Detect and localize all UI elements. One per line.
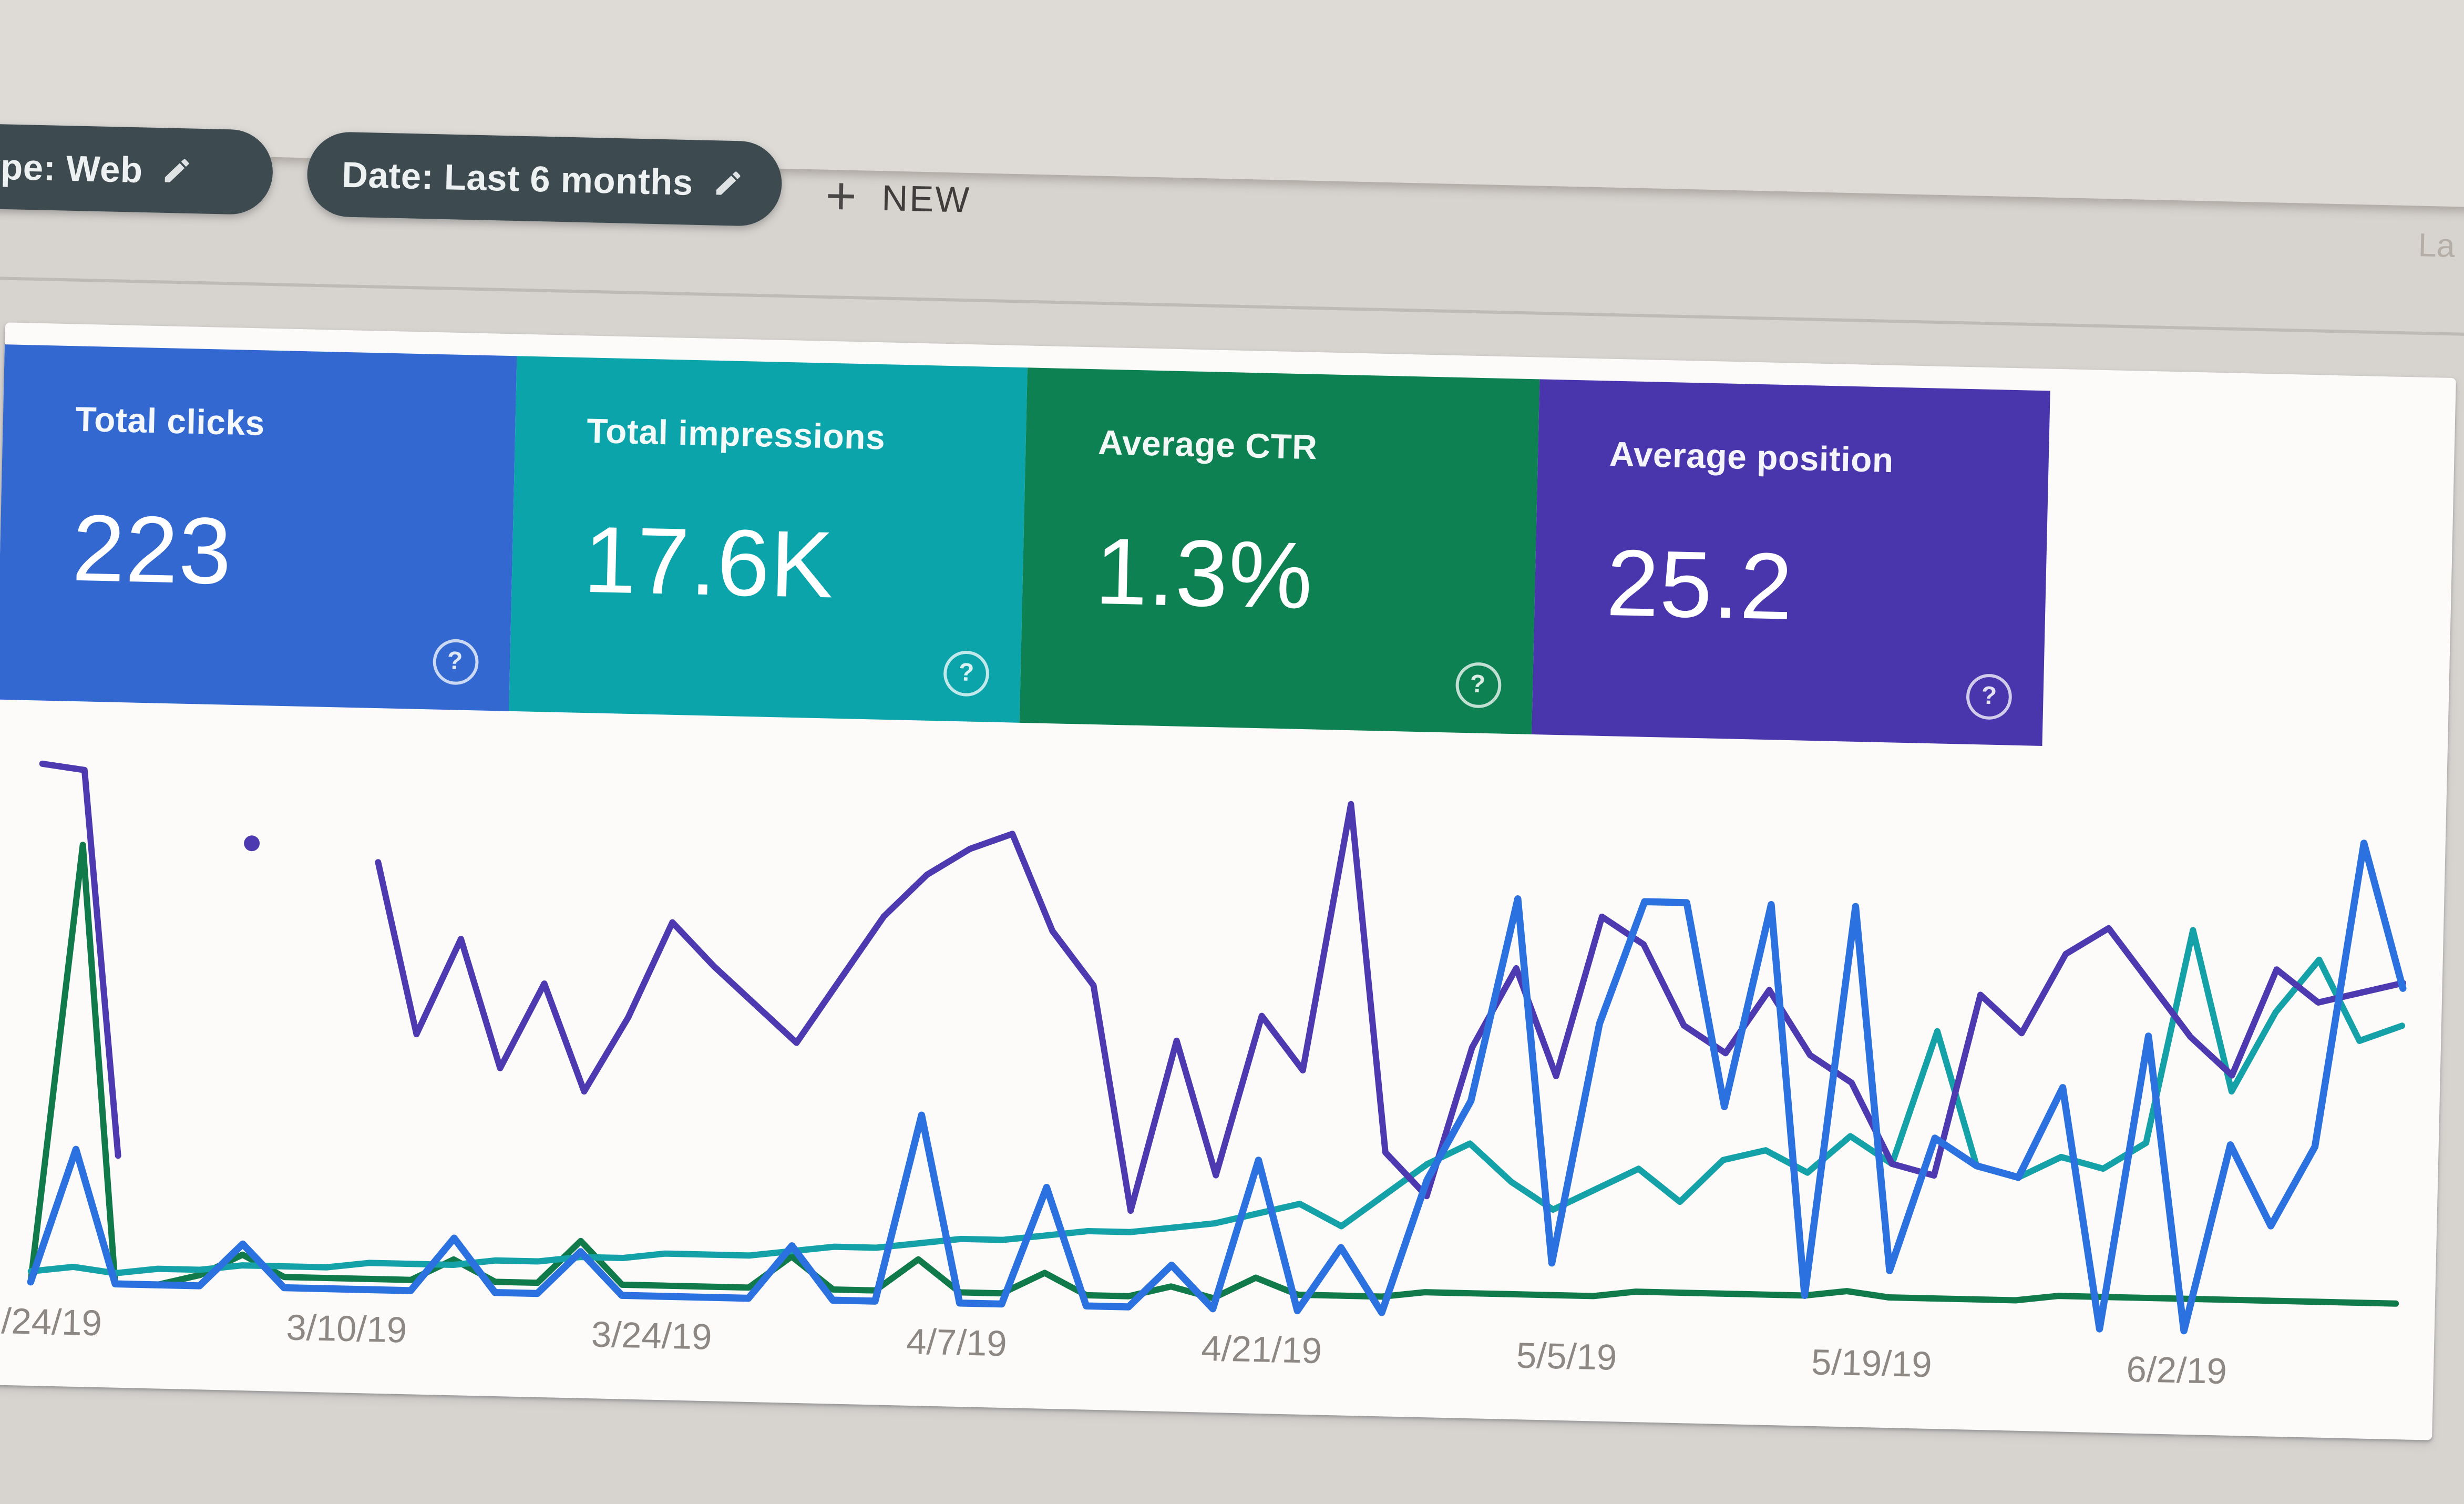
metric-card-label: Total clicks: [75, 399, 265, 443]
metric-card-value: 25.2: [1605, 530, 1794, 640]
performance-line-chart[interactable]: [30, 748, 2407, 1335]
series-line-Position (purple): [371, 782, 2407, 1240]
series-line-Impressions (teal): [31, 881, 2404, 1325]
metric-card-value: 17.6K: [582, 507, 836, 618]
plus-icon: +: [825, 166, 858, 227]
edit-pencil-icon[interactable]: [161, 155, 193, 187]
filter-chip-search-type-label: type: Web: [0, 145, 143, 190]
filter-chip-date-range[interactable]: Date: Last 6 months: [306, 131, 783, 227]
help-icon[interactable]: ?: [1966, 673, 2013, 720]
x-axis-label: 6/2/19: [2126, 1348, 2227, 1392]
series-line-Clicks (blue): [30, 791, 2406, 1336]
help-icon[interactable]: ?: [1454, 662, 1501, 709]
x-axis-label: 5/19/19: [1811, 1341, 1933, 1385]
x-axis-label: 3/10/19: [285, 1306, 407, 1350]
x-axis-label: 4/7/19: [906, 1321, 1008, 1364]
metric-card-value: 223: [71, 495, 233, 605]
metric-card-average-ctr[interactable]: Average CTR 1.3% ?: [1019, 367, 1539, 734]
metric-card-label: Average CTR: [1097, 423, 1318, 467]
x-axis-label: 2/24/19: [0, 1300, 102, 1344]
x-axis-label: 5/5/19: [1516, 1334, 1618, 1378]
help-icon[interactable]: ?: [432, 638, 478, 686]
new-filter-button-label: NEW: [881, 176, 972, 220]
metric-card-average-position[interactable]: Average position 25.2 ?: [1531, 379, 2050, 746]
x-axis-label: 3/24/19: [591, 1313, 713, 1357]
series-point-Position (purple): [244, 835, 260, 852]
chart-canvas: [30, 748, 2407, 1335]
partial-last-updated-text: La: [2418, 228, 2456, 265]
help-icon[interactable]: ?: [943, 650, 990, 697]
edit-pencil-icon[interactable]: [712, 167, 744, 199]
series-line-Position (purple): [34, 764, 127, 1156]
performance-report-panel: Total clicks 223 ? Total impressions 17.…: [0, 322, 2456, 1440]
metric-card-value: 1.3%: [1094, 518, 1315, 629]
filter-chip-date-range-label: Date: Last 6 months: [341, 153, 694, 202]
x-axis-label: 4/21/19: [1200, 1327, 1322, 1372]
metric-cards-row: Total clicks 223 ? Total impressions 17.…: [0, 344, 2050, 746]
metric-card-total-impressions[interactable]: Total impressions 17.6K ?: [508, 356, 1028, 723]
new-filter-button[interactable]: + NEW: [825, 160, 972, 236]
metric-card-label: Total impressions: [586, 411, 886, 457]
filter-chip-search-type[interactable]: type: Web: [0, 122, 274, 216]
metric-card-total-clicks[interactable]: Total clicks 223 ?: [0, 344, 516, 711]
metric-card-label: Average position: [1609, 434, 1894, 480]
